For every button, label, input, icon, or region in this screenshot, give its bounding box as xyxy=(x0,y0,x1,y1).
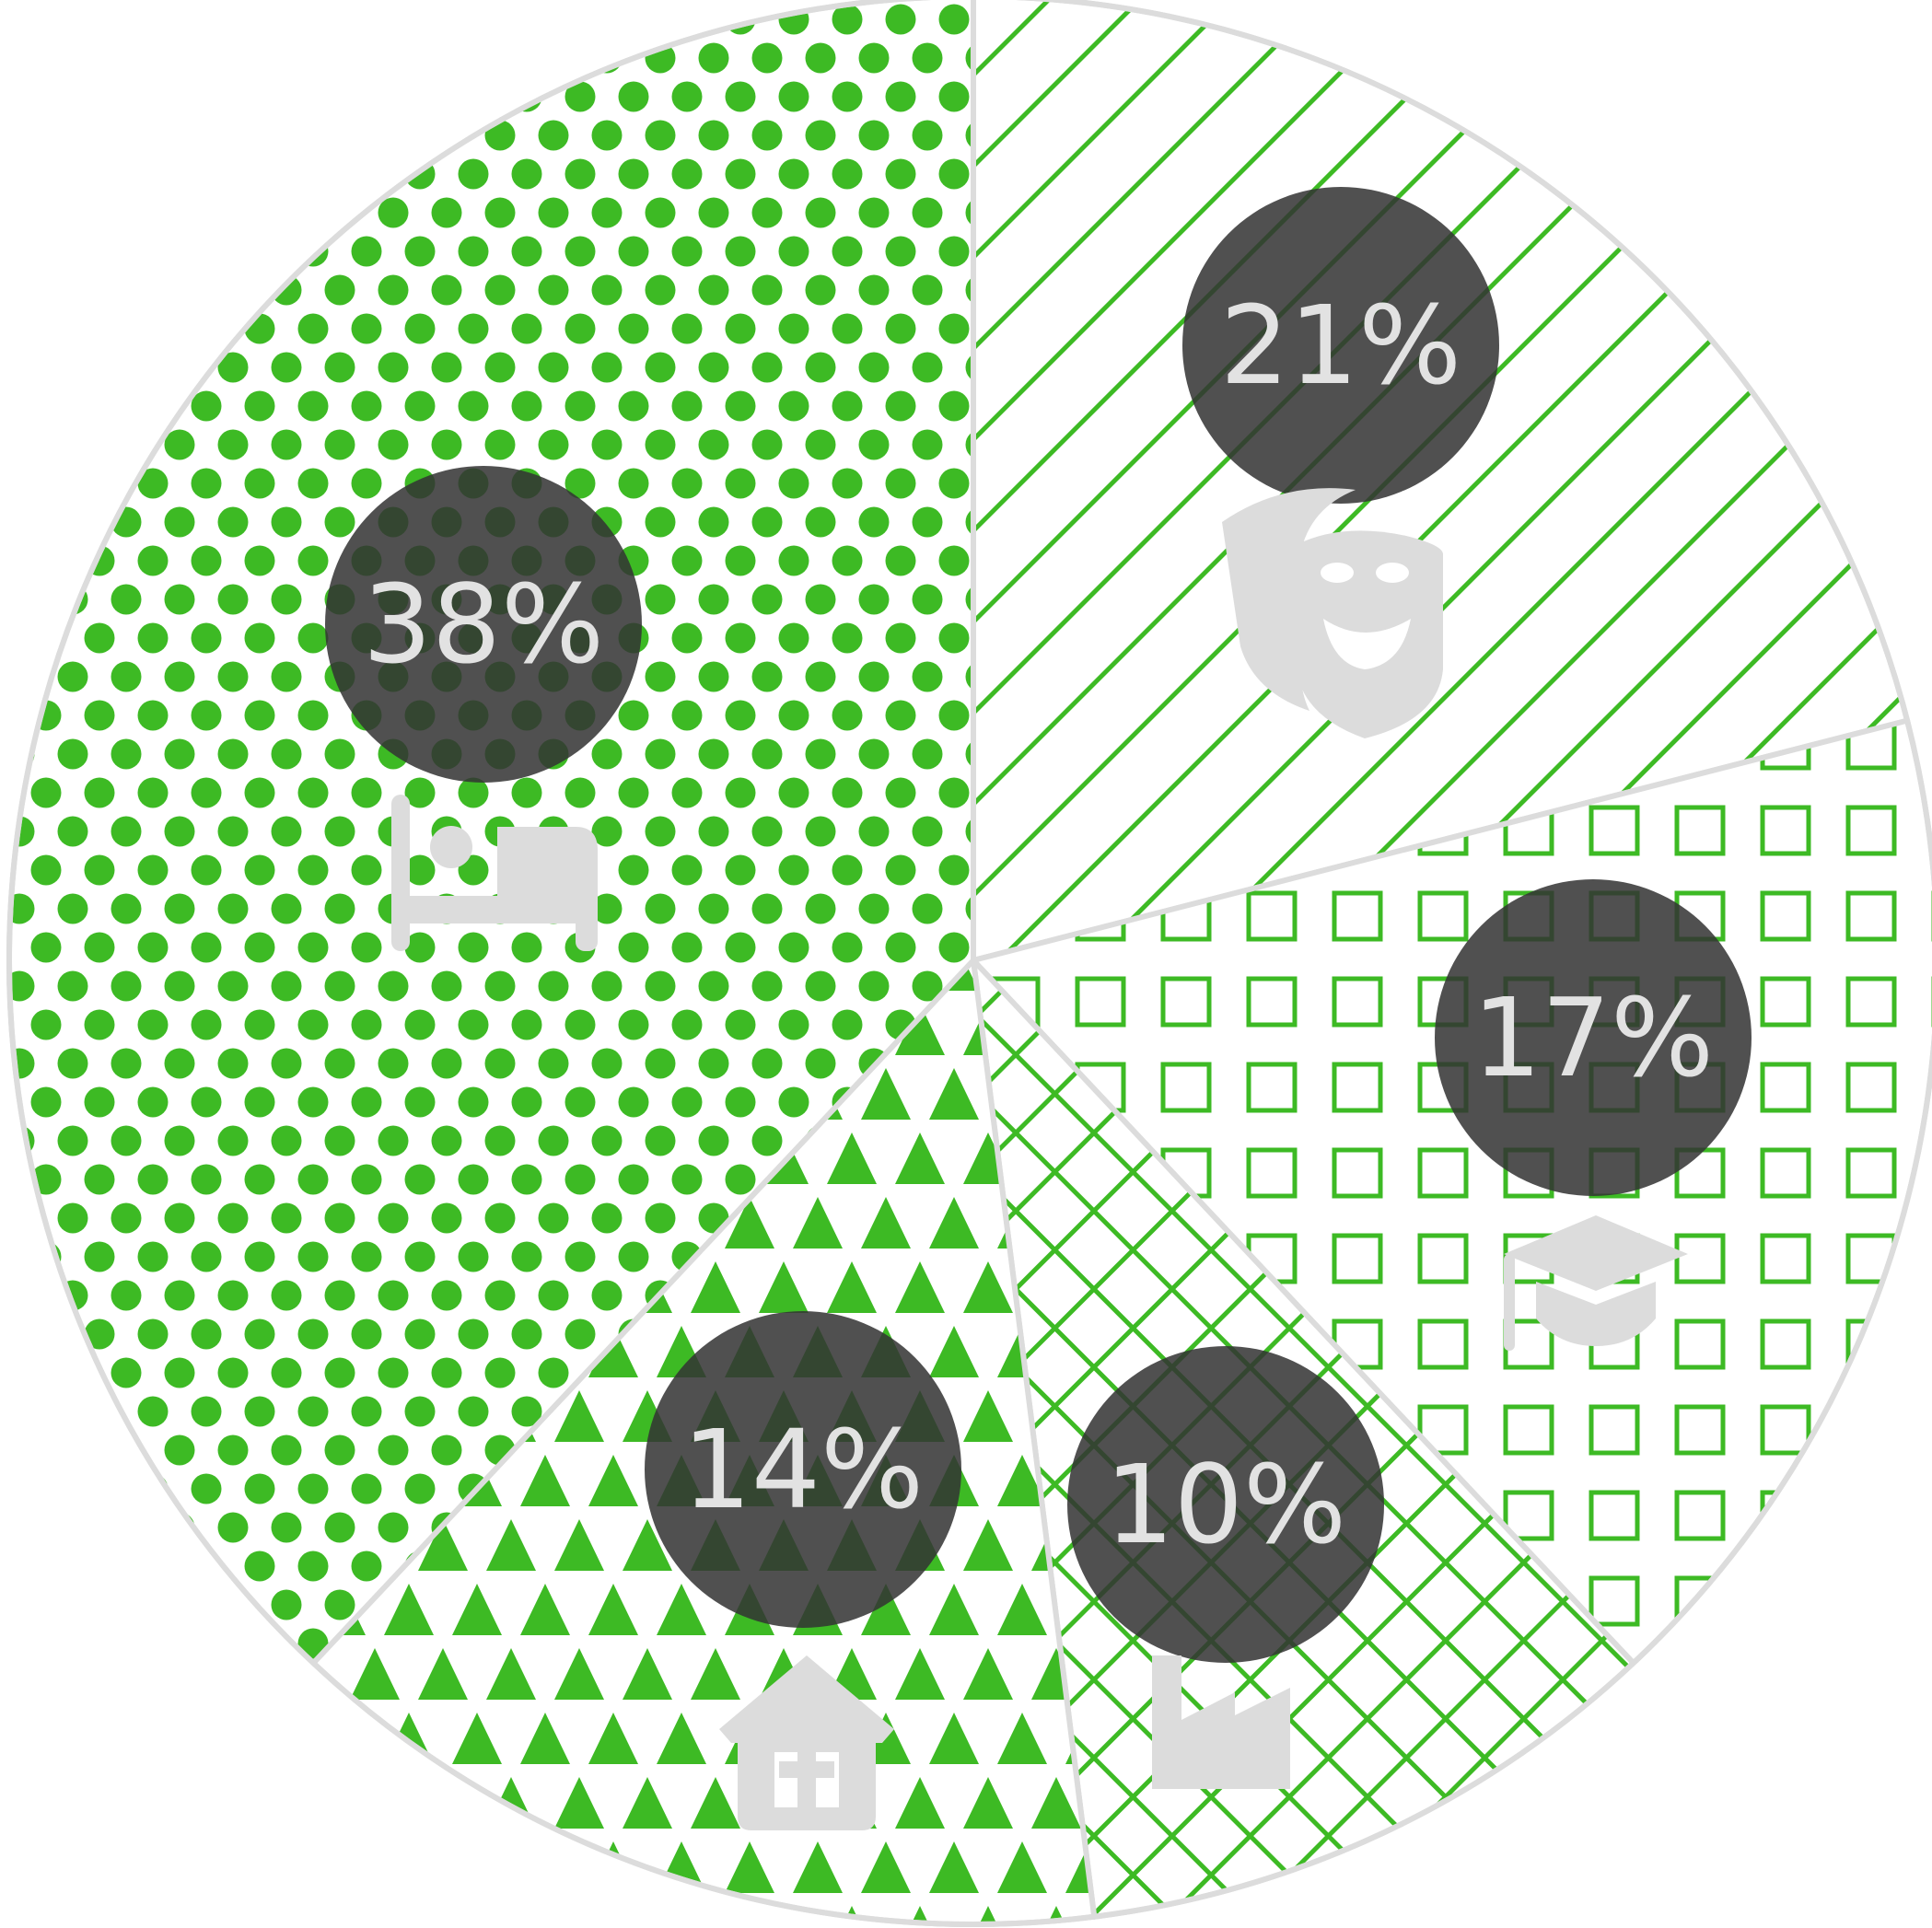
slice-label-bubble: 38% xyxy=(325,466,642,783)
label-bubble xyxy=(325,466,642,783)
label-bubble xyxy=(1067,1346,1384,1663)
slice-label: 17% xyxy=(1472,974,1714,1101)
label-bubble xyxy=(1182,187,1499,504)
slice-label: 14% xyxy=(682,1406,924,1533)
slice-label: 21% xyxy=(1220,282,1461,409)
pie-outline xyxy=(6,0,1932,1927)
bed-icon xyxy=(391,795,598,951)
label-bubble xyxy=(1435,879,1752,1196)
slice-label-bubble: 17% xyxy=(1435,879,1752,1196)
factory-icon xyxy=(1152,1655,1290,1789)
slice-label: 38% xyxy=(363,561,604,688)
graduation-cap-icon xyxy=(1504,1215,1688,1351)
slice-label-bubble: 14% xyxy=(645,1311,961,1628)
label-bubble xyxy=(645,1311,961,1628)
slice-label: 10% xyxy=(1105,1441,1346,1568)
theater-masks-icon xyxy=(1222,488,1443,738)
house-icon xyxy=(719,1655,894,1830)
slice-label-bubble: 21% xyxy=(1182,187,1499,504)
slice-label-bubble: 10% xyxy=(1067,1346,1384,1663)
